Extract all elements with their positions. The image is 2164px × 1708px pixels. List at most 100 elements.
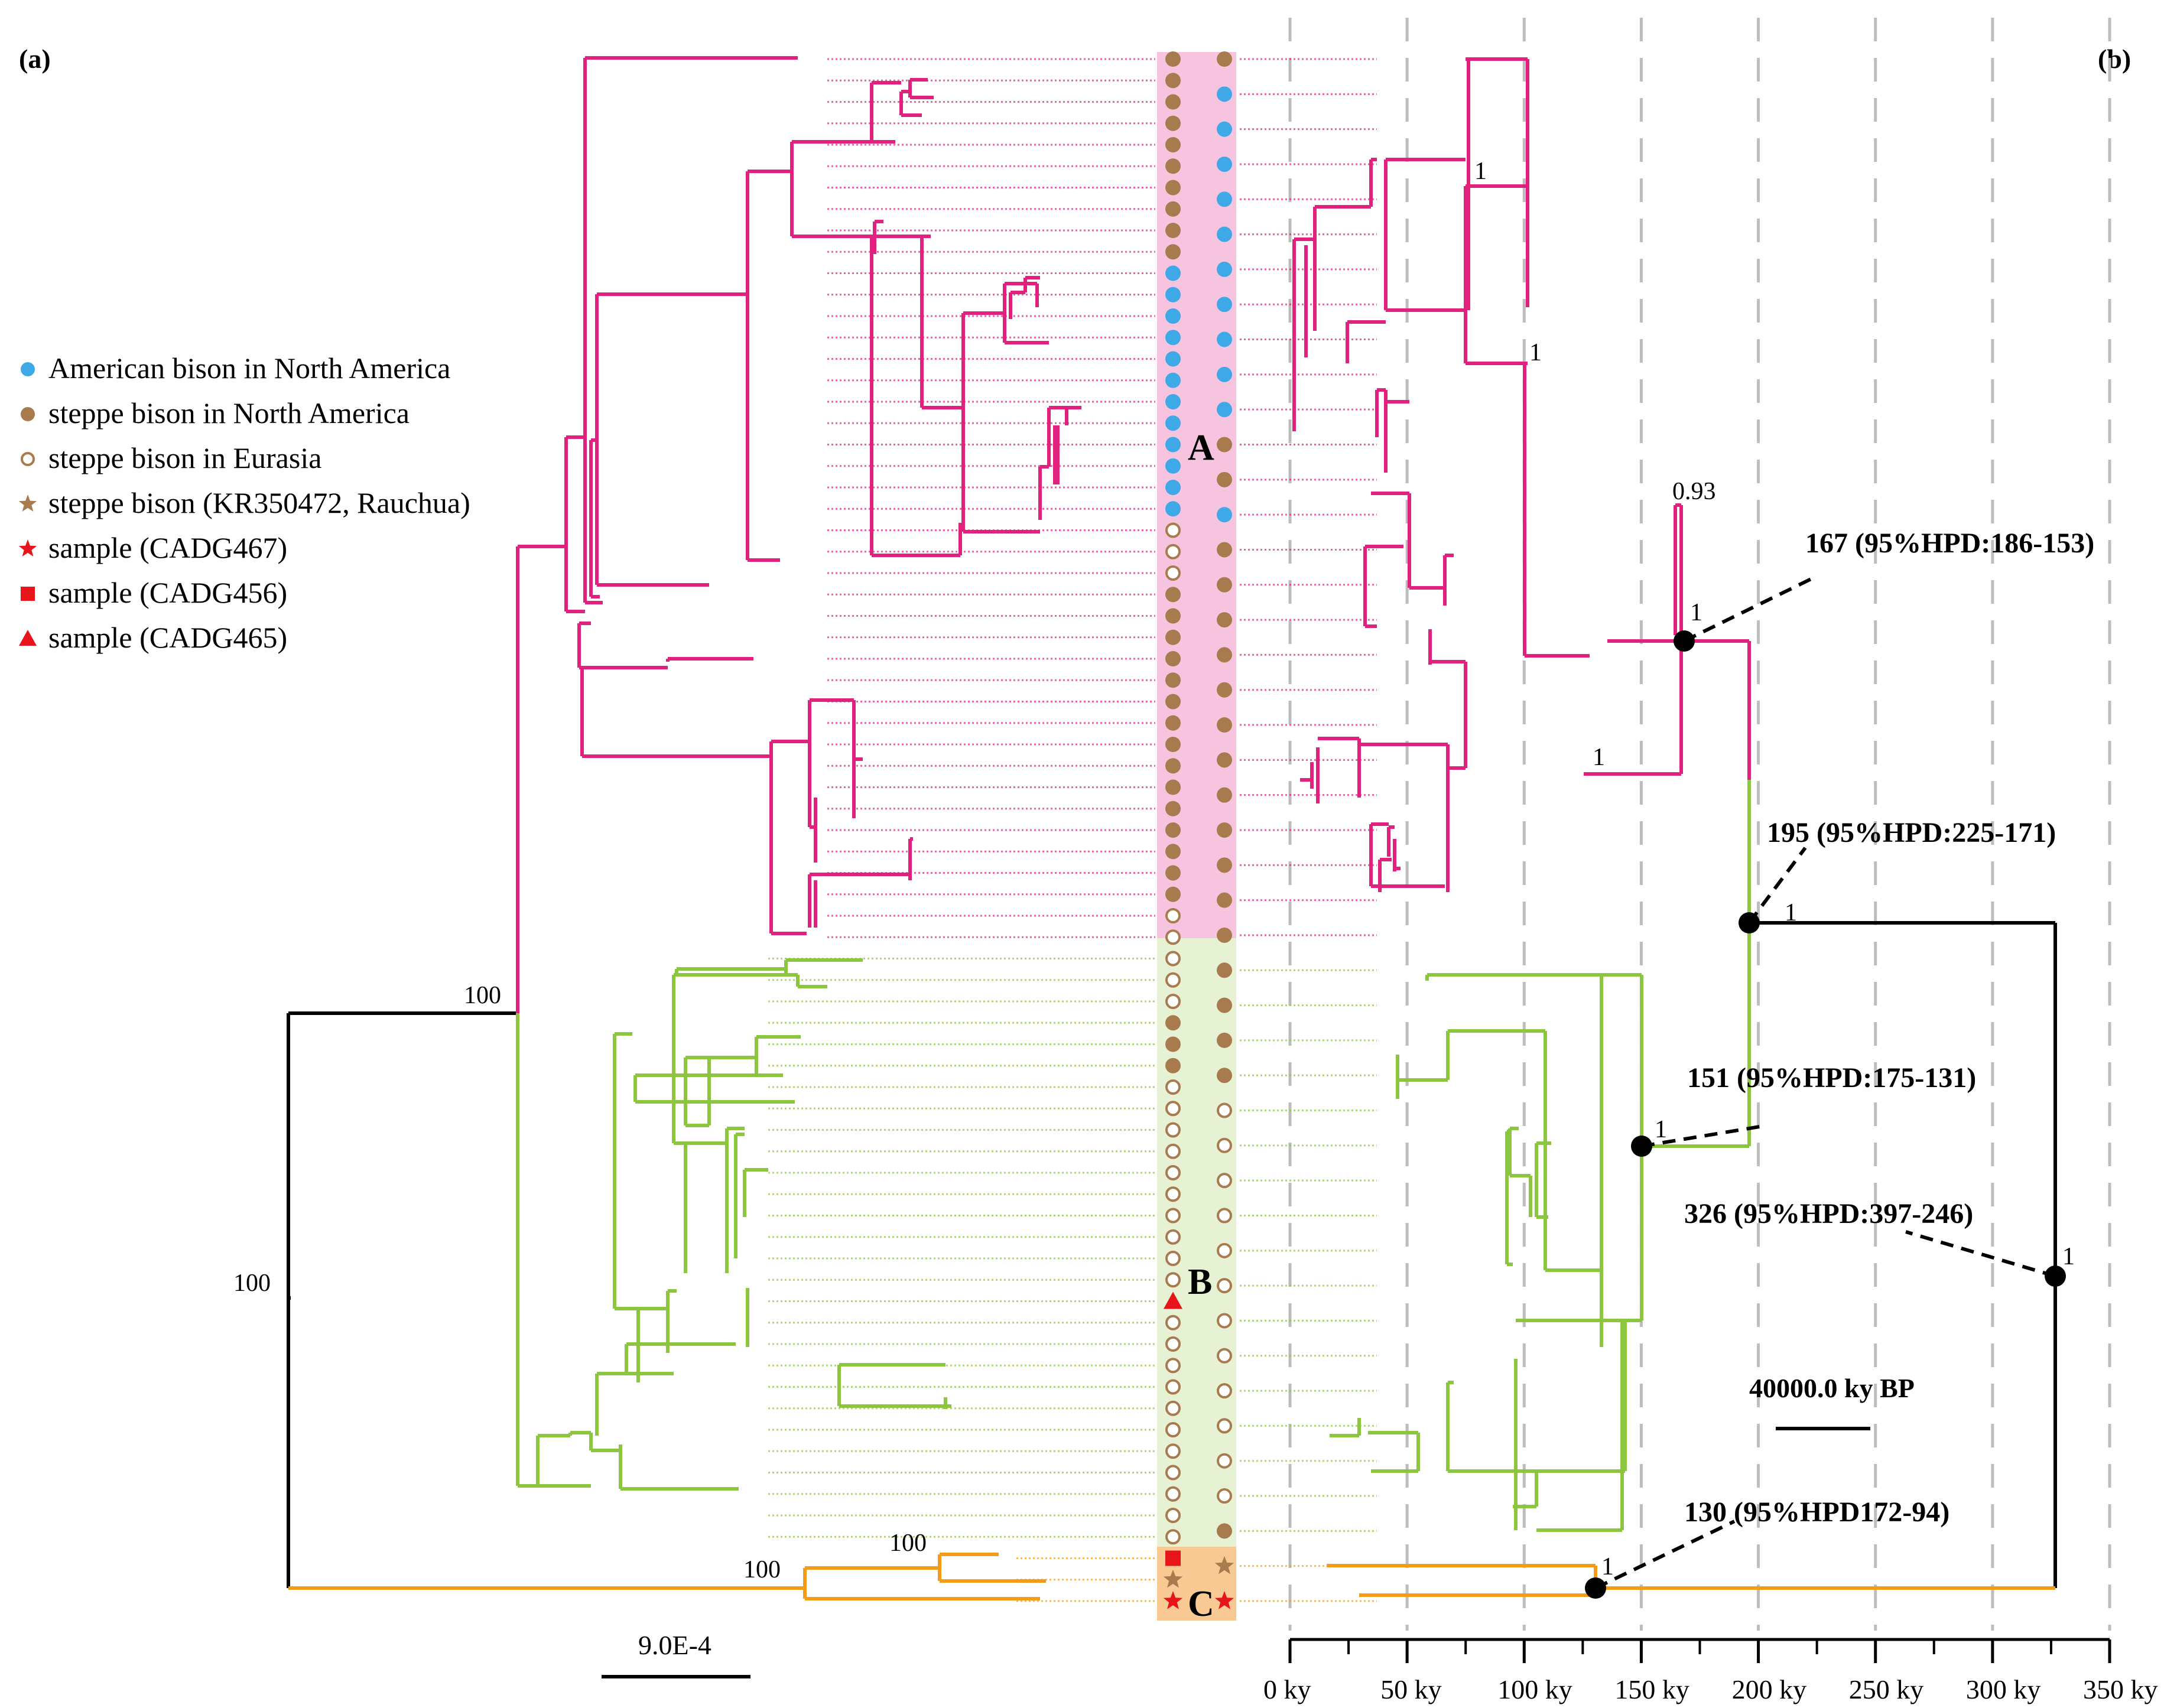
posterior-root-node: 1 — [2062, 1243, 2075, 1270]
posterior-a-top: 1 — [1474, 158, 1487, 185]
ml-tree — [287, 56, 1081, 1600]
tip-right-open — [1217, 1453, 1232, 1469]
tip-left-brown — [1165, 115, 1181, 131]
tip-left-open — [1165, 1315, 1181, 1330]
tip-left-brown — [1165, 201, 1181, 217]
tip-right-open — [1217, 1383, 1232, 1399]
tip-right-open — [1217, 1242, 1232, 1258]
tip-right-brown — [1217, 892, 1232, 908]
tip-left-blue — [1165, 501, 1181, 517]
tip-right-blue — [1217, 331, 1232, 347]
tip-left-brown — [1165, 94, 1181, 110]
tip-left-brown — [1165, 137, 1181, 152]
tip-right-brown — [1217, 752, 1232, 768]
posterior-a-inner: 1 — [1529, 339, 1542, 366]
tip-left-blue — [1165, 437, 1181, 453]
tip-right-brown — [1217, 962, 1232, 978]
tip-right-brown — [1217, 717, 1232, 733]
posterior-a-sub: 0.93 — [1672, 478, 1716, 505]
legend: American bison in North America steppe bi… — [18, 352, 470, 654]
tip-right-brown — [1217, 1523, 1232, 1539]
legend-label: steppe bison (KR350472, Rauchua) — [48, 486, 470, 519]
tip-left-brown — [1165, 886, 1181, 902]
tip-left-star-red — [1163, 1591, 1183, 1609]
tip-left-blue — [1165, 308, 1181, 324]
tip-left-blue — [1165, 330, 1181, 346]
tip-left-brown — [1165, 651, 1181, 666]
ml-c-inner-support: 100 — [889, 1530, 927, 1557]
axis-tick-label: 350 ky — [2083, 1674, 2158, 1704]
tip-right-brown — [1217, 437, 1232, 453]
legend-label: American bison in North America — [48, 352, 450, 385]
panel-a-label: (a) — [19, 44, 51, 74]
tip-left-open — [1165, 1443, 1181, 1459]
tip-left-brown — [1165, 158, 1181, 174]
tip-left-brown — [1165, 244, 1181, 260]
tip-left-brown — [1165, 629, 1181, 645]
tip-right-brown — [1217, 822, 1232, 838]
tip-right-brown — [1217, 51, 1232, 67]
tip-left-open — [1165, 1400, 1181, 1416]
star-red-icon — [18, 539, 37, 557]
tip-left-brown — [1165, 608, 1181, 624]
tip-right-open — [1217, 1313, 1232, 1329]
tip-right-brown — [1217, 682, 1232, 698]
tip-right-blue — [1217, 297, 1232, 313]
tip-right-brown — [1217, 577, 1232, 593]
tip-right-blue — [1217, 191, 1232, 207]
tip-left-brown — [1165, 1015, 1181, 1031]
dated-node-markers — [1585, 574, 2066, 1599]
tip-right-brown — [1217, 471, 1232, 487]
ml-root-support: 100 — [233, 1270, 271, 1297]
posterior-ab-node: 1 — [1785, 899, 1797, 926]
tip-left-open — [1165, 951, 1181, 967]
clade-a-label: A — [1188, 428, 1214, 468]
tip-right-blue — [1217, 156, 1232, 172]
tip-right-brown — [1217, 857, 1232, 873]
tip-right-open — [1217, 1278, 1232, 1294]
legend-label: sample (CADG456) — [48, 576, 287, 609]
tip-left-blue — [1165, 480, 1181, 495]
tip-left-triangle — [1164, 1291, 1182, 1309]
tip-left-brown — [1165, 73, 1181, 89]
tip-left-brown — [1165, 737, 1181, 752]
tip-right-open — [1217, 1102, 1232, 1118]
tip-left-brown — [1165, 758, 1181, 774]
posterior-c-node: 1 — [1601, 1553, 1614, 1580]
tip-left-brown — [1165, 801, 1181, 816]
tip-right-open — [1217, 1418, 1232, 1434]
tip-left-square — [1165, 1550, 1181, 1566]
tip-left-blue — [1165, 265, 1181, 281]
tip-right-brown — [1217, 542, 1232, 558]
tip-right-brown — [1217, 787, 1232, 803]
tip-left-open — [1165, 1186, 1181, 1202]
tip-left-brown — [1165, 715, 1181, 731]
ml-ab-node — [516, 545, 566, 1013]
tip-left-brown — [1165, 223, 1181, 238]
tip-left-open — [1165, 1529, 1181, 1545]
tip-left-open — [1165, 1358, 1181, 1374]
tip-right-star-red — [1214, 1591, 1234, 1609]
tip-right-open — [1217, 1488, 1232, 1504]
tip-right-blue — [1217, 261, 1232, 277]
tip-left-open — [1165, 1272, 1181, 1288]
axis-tick-label: 50 ky — [1380, 1674, 1442, 1704]
tip-left-brown — [1165, 694, 1181, 710]
tip-left-brown — [1165, 672, 1181, 688]
date-label-c: 130 (95%HPD172-94) — [1684, 1496, 1949, 1528]
tip-left-blue — [1165, 287, 1181, 302]
tip-left-brown — [1165, 51, 1181, 67]
tip-left-blue — [1165, 394, 1181, 409]
ml-clade-a-branches — [564, 56, 1081, 935]
tip-right-star-brown — [1214, 1556, 1234, 1574]
panel-b-label: (b) — [2098, 44, 2131, 74]
tip-right-open — [1217, 1173, 1232, 1189]
tip-left-open — [1165, 972, 1181, 988]
tip-right-blue — [1217, 366, 1232, 382]
legend-label: steppe bison in Eurasia — [48, 441, 321, 474]
tip-left-open — [1165, 994, 1181, 1009]
dated-ab-lower — [1642, 780, 1751, 1148]
date-label-root: 326 (95%HPD:397-246) — [1684, 1198, 1973, 1229]
dated-root-branch — [1749, 921, 2057, 1588]
